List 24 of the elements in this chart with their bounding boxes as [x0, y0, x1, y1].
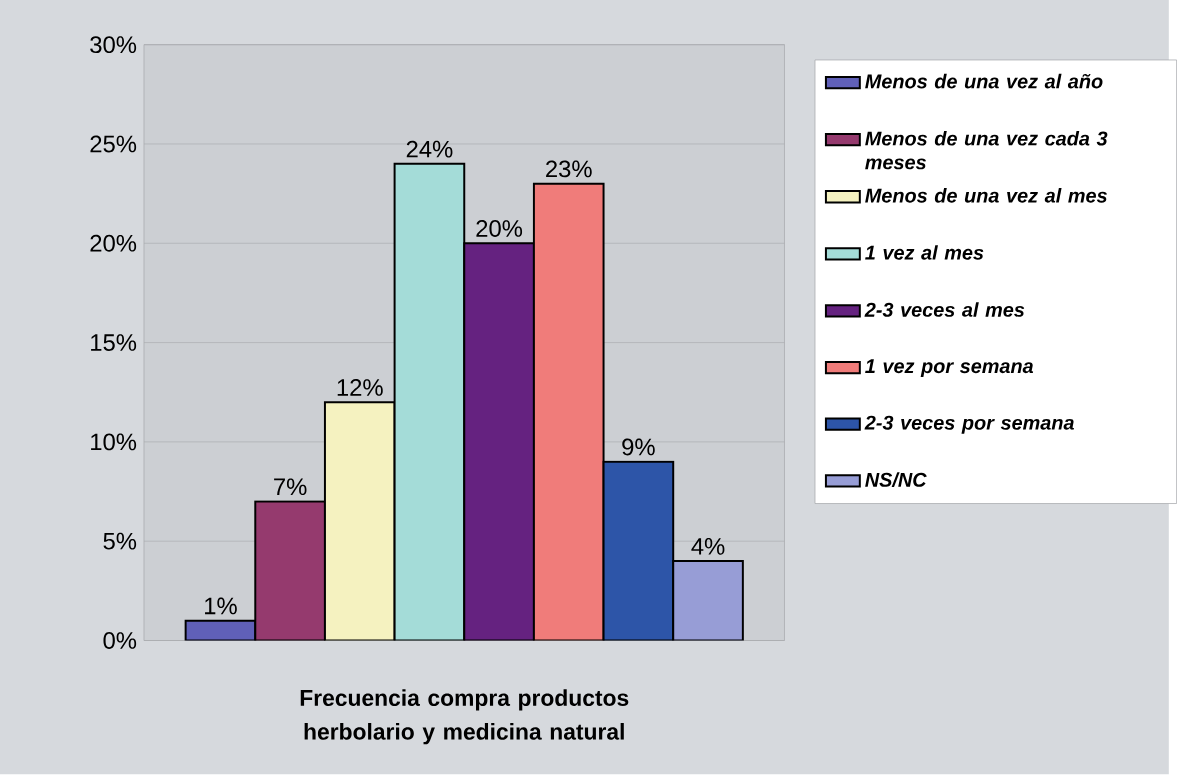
y-tick-label: 15%	[91, 334, 137, 352]
data-label: 12%	[337, 379, 383, 397]
legend-label: 2-3 veces al mes	[864, 302, 1025, 318]
data-label: 9%	[622, 438, 655, 456]
data-label: 4%	[691, 538, 725, 555]
legend-label: Menos de una vez cada 3 meses	[865, 131, 1108, 170]
y-tick-label: 20%	[90, 235, 137, 252]
y-tick-label: 25%	[90, 135, 137, 153]
data-label: 20%	[476, 220, 523, 238]
data-label: 1%	[205, 597, 237, 615]
y-tick-label: 10%	[91, 433, 137, 451]
legend-label: 2-3 veces por semana	[864, 415, 1074, 434]
legend-label: 1 vez por semana	[865, 359, 1034, 378]
data-label: 23%	[546, 160, 592, 178]
data-label: 24%	[406, 140, 453, 158]
legend-label: Menos de una vez al año	[865, 74, 1103, 89]
y-tick-label: 5%	[103, 533, 137, 550]
y-tick-label: 30%	[90, 36, 137, 54]
legend-label: Menos de una vez al mes	[865, 188, 1107, 203]
x-axis-title: Frecuencia compra productos herbolario y medicina natural	[300, 689, 629, 745]
data-label: 7%	[274, 478, 307, 496]
legend-label: 1 vez al mes	[865, 245, 984, 260]
legend-label: NS/NC	[865, 472, 927, 488]
y-tick-label: 0%	[103, 632, 137, 650]
